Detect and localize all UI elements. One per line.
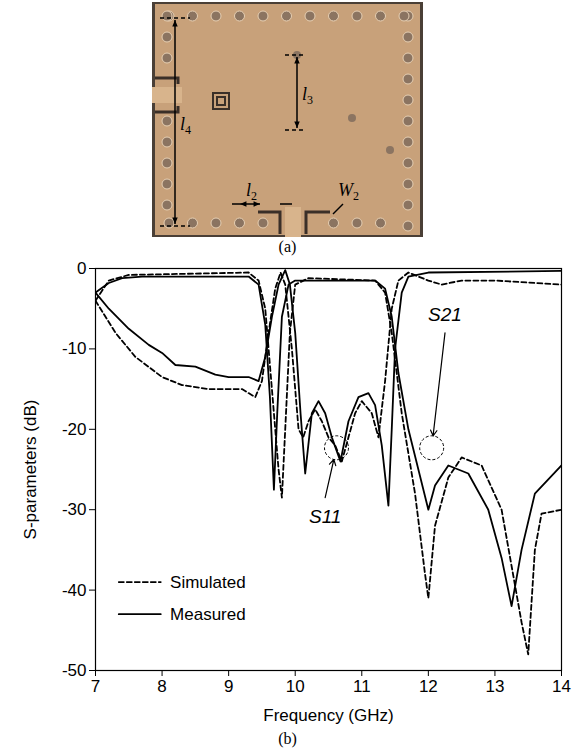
svg-text:10: 10 <box>286 677 305 696</box>
svg-text:Simulated: Simulated <box>170 573 246 592</box>
svg-text:14: 14 <box>552 677 571 696</box>
svg-text:-40: -40 <box>62 581 87 600</box>
svg-text:S-parameters (dB): S-parameters (dB) <box>21 400 40 540</box>
svg-text:-30: -30 <box>62 500 87 519</box>
svg-text:9: 9 <box>224 677 233 696</box>
svg-text:Frequency (GHz): Frequency (GHz) <box>263 706 393 725</box>
svg-text:-50: -50 <box>62 661 87 680</box>
svg-text:13: 13 <box>485 677 504 696</box>
svg-text:8: 8 <box>157 677 166 696</box>
svg-text:-10: -10 <box>62 339 87 358</box>
svg-text:S21: S21 <box>428 304 462 325</box>
svg-text:W2: W2 <box>338 180 359 203</box>
svg-text:7: 7 <box>91 677 100 696</box>
svg-text:0: 0 <box>77 259 86 278</box>
html-text:(b): (b) <box>278 730 297 747</box>
svg-text:12: 12 <box>419 677 438 696</box>
svg-text:11: 11 <box>353 677 371 696</box>
svg-text:l3: l3 <box>302 84 313 107</box>
svg-text:-20: -20 <box>62 420 87 439</box>
svg-text:Measured: Measured <box>170 605 246 624</box>
svg-text:l4: l4 <box>180 114 191 137</box>
svg-text:S11: S11 <box>309 506 341 527</box>
svg-text:l2: l2 <box>246 180 257 203</box>
html-text:(a): (a) <box>278 238 297 255</box>
